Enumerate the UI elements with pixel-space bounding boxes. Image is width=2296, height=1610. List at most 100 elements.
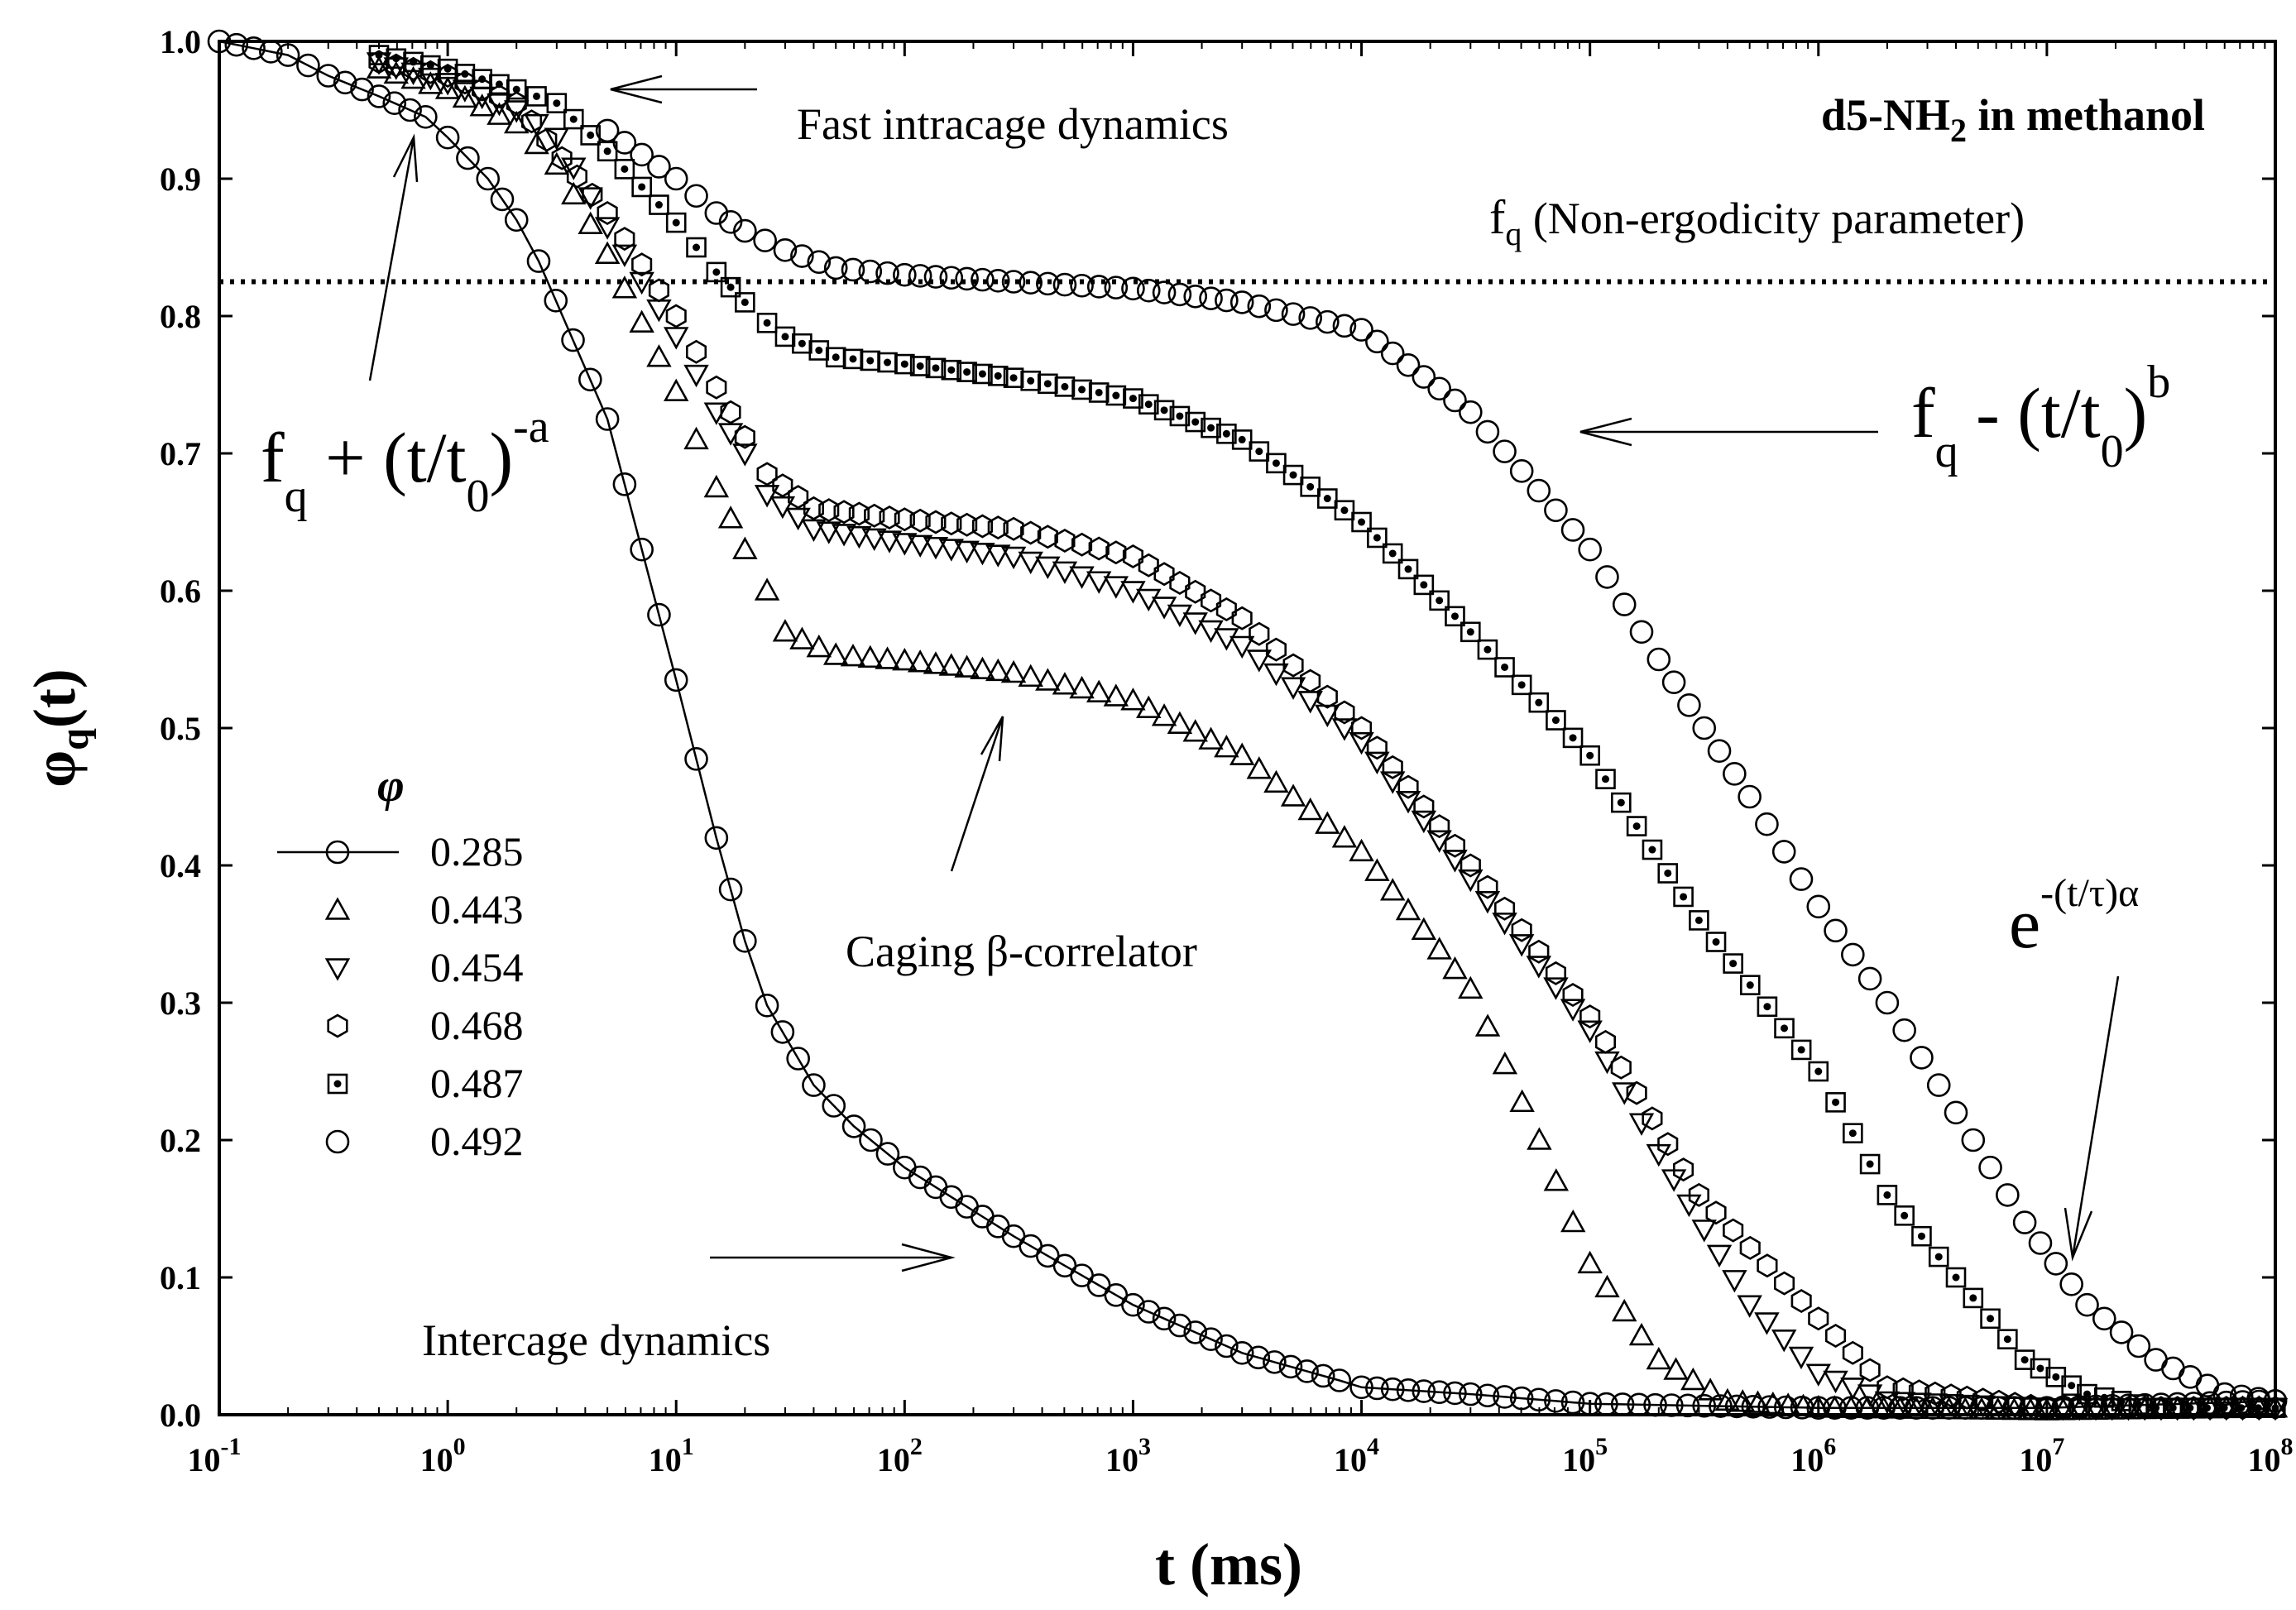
data-point — [971, 267, 995, 292]
data-point — [1249, 441, 1270, 462]
data-point — [938, 539, 965, 562]
data-point — [366, 55, 392, 79]
data-point — [1429, 590, 1450, 611]
marker-square — [1351, 511, 1372, 533]
data-point — [1922, 1393, 1948, 1416]
data-point — [802, 1073, 826, 1097]
marker-square — [1020, 370, 1041, 391]
data-point — [629, 309, 654, 333]
data-point — [630, 142, 654, 167]
data-point — [1611, 792, 1632, 813]
marker-square — [987, 366, 1009, 386]
data-point — [1610, 1055, 1632, 1080]
marker-square — [941, 359, 962, 381]
data-point — [647, 602, 671, 627]
marker-square — [1231, 429, 1253, 450]
data-point — [1926, 1073, 1951, 1097]
data-point — [1892, 1018, 1916, 1042]
marker-dot — [1694, 916, 1703, 924]
data-point — [1774, 1018, 1795, 1039]
marker-dot — [1517, 681, 1526, 689]
marker-dot — [1832, 1098, 1840, 1106]
data-point — [1412, 365, 1436, 389]
data-point — [1429, 814, 1450, 839]
data-point — [649, 194, 669, 215]
marker-dot — [1061, 382, 1069, 391]
marker-dot — [1404, 565, 1412, 573]
data-point — [1122, 544, 1143, 569]
data-point — [1121, 1292, 1145, 1317]
marker-square — [1611, 792, 1632, 813]
data-point — [703, 474, 730, 498]
fit-line-0-285 — [218, 40, 2276, 1409]
formula-kww: e-(t/τ)α — [2009, 871, 2139, 963]
data-point — [1475, 1383, 1500, 1408]
marker-square — [1859, 1153, 1881, 1175]
data-point — [207, 29, 232, 54]
data-point — [1890, 1392, 1916, 1415]
marker-square — [1334, 500, 1355, 521]
x-tick-label: 100 — [420, 1433, 466, 1478]
x-tick-label: 105 — [1562, 1433, 1608, 1478]
data-point — [1364, 858, 1390, 881]
marker-dot — [1255, 448, 1263, 456]
data-point — [1859, 1153, 1881, 1175]
data-point — [382, 91, 407, 115]
data-point — [597, 201, 618, 225]
legend-label: 0.443 — [430, 886, 524, 932]
data-point — [923, 265, 948, 289]
marker-square — [1528, 692, 1550, 713]
marker-square — [2162, 1397, 2183, 1418]
data-point — [1493, 439, 1517, 463]
data-point — [1460, 853, 1481, 878]
data-point — [1806, 894, 1831, 919]
data-point — [1808, 1306, 1829, 1331]
data-point — [1578, 1392, 1602, 1416]
marker-dot — [849, 355, 857, 363]
marker-dot — [603, 147, 611, 156]
data-point — [816, 521, 841, 544]
marker-dot — [1436, 597, 1444, 605]
marker-dot — [1917, 1232, 1925, 1240]
data-point — [490, 187, 515, 212]
marker-square — [1397, 558, 1419, 580]
data-point — [1474, 1013, 1501, 1037]
data-point — [1282, 464, 1304, 486]
marker-dot — [2083, 1390, 2092, 1398]
data-point — [435, 125, 460, 150]
marker-square — [1705, 932, 1727, 952]
marker-dot — [2135, 1401, 2143, 1409]
marker-dot — [884, 358, 892, 367]
data-point — [614, 227, 635, 252]
data-point — [1577, 1020, 1603, 1043]
data-point — [1052, 561, 1078, 584]
data-point — [801, 519, 827, 542]
data-point — [1103, 683, 1129, 707]
marker-dot — [1797, 1046, 1805, 1054]
data-point — [1334, 500, 1355, 521]
data-point — [1443, 1381, 1467, 1406]
marker-dot — [1883, 1191, 1891, 1199]
marker-square — [1877, 1185, 1898, 1205]
data-point — [2229, 1384, 2254, 1409]
data-point — [2067, 1398, 2092, 1421]
data-point — [1659, 1393, 1684, 1417]
arrow-caging — [950, 716, 1004, 872]
marker-dot — [726, 283, 735, 291]
marker-square — [1494, 657, 1515, 678]
data-point — [753, 228, 777, 253]
data-point — [684, 747, 708, 771]
data-point — [907, 534, 933, 558]
data-point — [1594, 1274, 1620, 1298]
data-point — [1380, 1377, 1405, 1402]
data-point — [789, 626, 815, 649]
data-point — [1229, 742, 1255, 765]
arrow-von-schweidler — [1579, 417, 1878, 447]
data-point — [1297, 797, 1323, 821]
marker-dot — [916, 362, 924, 370]
marker-square — [1980, 1308, 2001, 1330]
data-point — [1692, 716, 1717, 740]
data-point — [1246, 1345, 1271, 1370]
formula-short-close: ) — [489, 418, 513, 497]
data-point — [1511, 674, 1532, 696]
